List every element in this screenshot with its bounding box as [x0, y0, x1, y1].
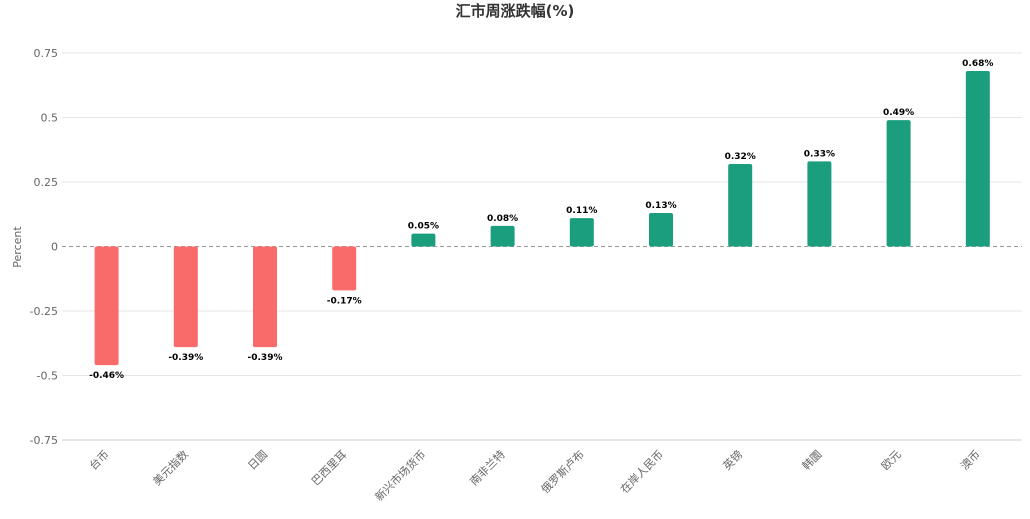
- x-category-label: 在岸人民币: [618, 448, 666, 496]
- data-label: 0.11%: [566, 206, 597, 216]
- bar: [94, 246, 119, 366]
- bar: [569, 218, 594, 247]
- data-label: 0.08%: [487, 214, 518, 224]
- data-label: 0.49%: [883, 108, 914, 118]
- x-category-label: 南非兰特: [467, 447, 508, 488]
- y-tick-label: 0: [51, 241, 58, 254]
- x-category-label: 日圆: [245, 448, 270, 473]
- x-category-label: 新兴市场货币: [372, 447, 429, 504]
- bar: [173, 246, 198, 348]
- bar: [886, 120, 911, 247]
- gridlines: [62, 52, 1022, 441]
- y-tick-label: -0.25: [30, 305, 58, 318]
- data-label: 0.33%: [804, 149, 835, 159]
- x-category-label: 欧元: [879, 448, 904, 473]
- bar: [490, 225, 515, 247]
- data-label: -0.39%: [168, 353, 203, 363]
- y-tick-label: 0.5: [41, 112, 59, 125]
- data-label: 0.68%: [962, 59, 993, 69]
- y-tick-label: 0.25: [34, 176, 59, 189]
- y-tick-label: 0.75: [34, 47, 59, 60]
- data-label: -0.46%: [89, 371, 124, 381]
- x-category-label: 台币: [86, 447, 111, 472]
- chart-title: 汇市周涨跌幅(%): [456, 2, 575, 20]
- data-labels: -0.46% -0.39% -0.39% -0.17% 0.05% 0.08% 0.11% 0…: [89, 59, 993, 381]
- bar: [649, 212, 673, 247]
- bar: [411, 233, 436, 247]
- x-category-label: 巴西里耳: [309, 448, 349, 488]
- x-axis-categories: 台币 美元指数 日圆 巴西里耳 新兴市场货币 南非兰特 俄罗斯卢布 在岸人民币 英镑 韩圜 欧元 澳币: [86, 447, 983, 504]
- x-category-label: 澳币: [958, 448, 983, 473]
- data-label: 0.13%: [645, 201, 676, 211]
- bar: [807, 161, 832, 247]
- x-category-label: 英镑: [720, 447, 745, 472]
- y-tick-label: -0.75: [30, 434, 58, 447]
- data-label: -0.39%: [248, 353, 283, 363]
- y-axis-label: Percent: [11, 226, 24, 268]
- bar: [728, 163, 753, 247]
- x-category-label: 韩圜: [799, 447, 824, 472]
- bar: [965, 71, 990, 247]
- y-tick-label: -0.5: [37, 370, 58, 383]
- data-label: 0.05%: [408, 222, 439, 232]
- data-label: -0.17%: [327, 296, 362, 306]
- bar: [332, 246, 357, 291]
- bars: [94, 71, 990, 366]
- bar: [253, 246, 277, 348]
- data-label: 0.32%: [725, 152, 756, 162]
- y-axis-ticks: 0.75 0.5 0.25 0 -0.25 -0.5 -0.75: [30, 47, 58, 447]
- x-category-label: 俄罗斯卢布: [539, 448, 587, 496]
- x-category-label: 美元指数: [150, 447, 191, 488]
